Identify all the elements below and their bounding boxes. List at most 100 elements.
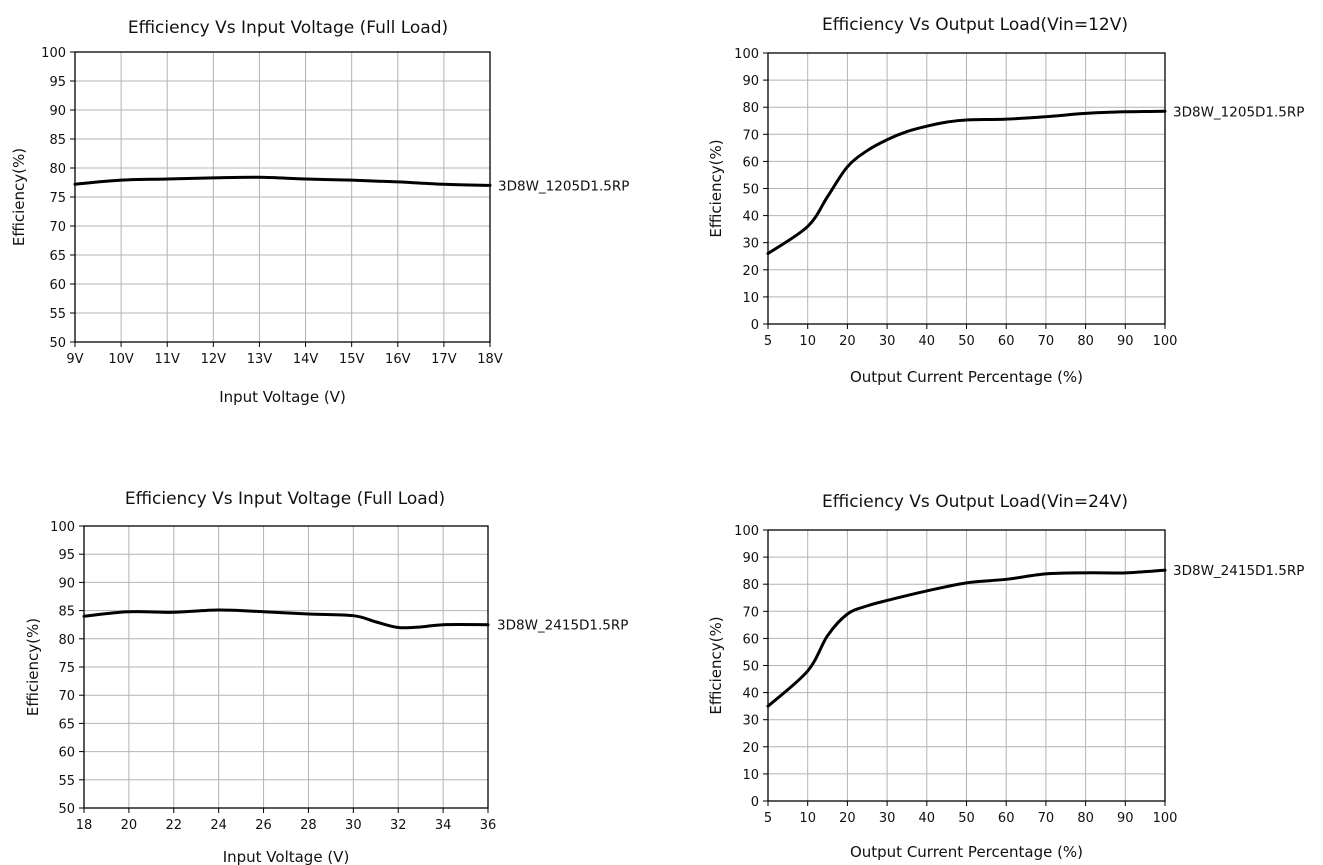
x-tick-label: 36	[480, 818, 497, 833]
x-tick-label: 90	[1117, 334, 1134, 349]
chart-title: Efficiency Vs Input Voltage (Full Load)	[125, 489, 445, 509]
x-tick-label: 70	[1038, 334, 1055, 349]
chart-panel-4: Efficiency Vs Output Load(Vin=24V) 5 10 20 3…	[700, 470, 1323, 865]
x-tick-label: 40	[919, 334, 936, 349]
x-tick-label: 17V	[431, 352, 457, 367]
x-tick-label: 24	[210, 818, 227, 833]
chart-panel-2: Efficiency Vs Output Load(Vin=12V) 5 10 20 3…	[700, 0, 1323, 400]
y-tick-label: 60	[742, 155, 759, 170]
y-tick-label: 0	[751, 795, 759, 810]
y-axis-label: Efficiency(%)	[24, 618, 42, 716]
x-tick-label: 5	[764, 811, 772, 826]
x-tick-label: 80	[1077, 811, 1094, 826]
x-tick-label: 60	[998, 811, 1015, 826]
x-tick-label: 20	[121, 818, 138, 833]
series-line	[73, 175, 492, 187]
y-tick-label: 95	[49, 75, 66, 90]
y-tick-label: 90	[49, 104, 66, 119]
y-tick-label: 100	[41, 46, 66, 61]
x-tick-label: 20	[839, 334, 856, 349]
y-tick-label: 10	[742, 291, 759, 306]
chart-panel-1: Efficiency Vs Input Voltage (Full Load) 9…	[0, 0, 690, 410]
x-tick-label: 70	[1038, 811, 1055, 826]
x-tick-label: 30	[879, 811, 896, 826]
x-tick-label: 14V	[293, 352, 319, 367]
x-tick-label: 18V	[477, 352, 503, 367]
x-tick-label: 20	[839, 811, 856, 826]
x-tick-label: 100	[1153, 811, 1178, 826]
y-tick-label: 70	[742, 605, 759, 620]
y-tick-label: 80	[58, 633, 75, 648]
x-tick-label: 18	[76, 818, 93, 833]
plot-frame	[767, 52, 1166, 325]
y-tick-label: 10	[742, 768, 759, 783]
x-tick-label: 10	[799, 334, 816, 349]
series-line	[766, 109, 1167, 256]
x-tick-label: 60	[998, 334, 1015, 349]
x-tick-label: 90	[1117, 811, 1134, 826]
x-tick-label: 50	[958, 334, 975, 349]
y-tick-label: 60	[742, 632, 759, 647]
y-tick-label: 50	[742, 660, 759, 675]
chart-title: Efficiency Vs Output Load(Vin=24V)	[822, 492, 1128, 512]
y-tick-label: 40	[742, 687, 759, 702]
x-tick-label: 40	[919, 811, 936, 826]
chart-panel-3: Efficiency Vs Input Voltage (Full Load) 1…	[0, 470, 690, 865]
y-tick-label: 90	[742, 551, 759, 566]
y-tick-label: 100	[734, 524, 759, 539]
y-tick-label: 30	[742, 714, 759, 729]
x-tick-label: 50	[958, 811, 975, 826]
x-tick-label: 32	[390, 818, 407, 833]
x-tick-label: 100	[1153, 334, 1178, 349]
chart-2: Efficiency Vs Output Load(Vin=12V) 5 10 20 3…	[707, 15, 1304, 386]
series-label: 3D8W_1205D1.5RP	[498, 178, 629, 194]
y-tick-label: 100	[50, 520, 75, 535]
y-tick-label: 70	[742, 128, 759, 143]
x-tick-label: 5	[764, 334, 772, 349]
chart-1: Efficiency Vs Input Voltage (Full Load) 9…	[10, 18, 629, 406]
x-axis-label: Input Voltage (V)	[219, 388, 346, 406]
y-tick-label: 55	[58, 774, 75, 789]
x-tick-label: 28	[300, 818, 317, 833]
y-tick-label: 90	[58, 576, 75, 591]
x-tick-label: 16V	[385, 352, 411, 367]
y-tick-label: 50	[742, 183, 759, 198]
x-axis-label: Input Voltage (V)	[223, 848, 350, 865]
y-tick-label: 75	[58, 661, 75, 676]
x-axis-label: Output Current Percentage (%)	[850, 843, 1083, 861]
x-tick-label: 22	[166, 818, 183, 833]
x-tick-label: 11V	[155, 352, 181, 367]
chart-title: Efficiency Vs Input Voltage (Full Load)	[128, 18, 448, 38]
y-tick-label: 85	[58, 605, 75, 620]
y-tick-label: 80	[49, 162, 66, 177]
x-tick-label: 13V	[247, 352, 273, 367]
y-tick-label: 70	[49, 220, 66, 235]
y-tick-label: 65	[49, 249, 66, 264]
chart-3: Efficiency Vs Input Voltage (Full Load) 1…	[24, 489, 628, 865]
y-tick-label: 90	[742, 74, 759, 89]
y-tick-label: 80	[742, 578, 759, 593]
chart-4: Efficiency Vs Output Load(Vin=24V) 5 10 20 3…	[707, 492, 1304, 861]
y-tick-label: 65	[58, 717, 75, 732]
x-tick-label: 30	[879, 334, 896, 349]
series-label: 3D8W_2415D1.5RP	[1173, 563, 1304, 579]
y-tick-label: 95	[58, 548, 75, 563]
y-tick-label: 40	[742, 210, 759, 225]
y-tick-label: 85	[49, 133, 66, 148]
x-tick-label: 80	[1077, 334, 1094, 349]
y-tick-label: 100	[734, 47, 759, 62]
x-tick-label: 30	[345, 818, 362, 833]
y-tick-label: 50	[49, 336, 66, 351]
y-axis-label: Efficiency(%)	[707, 139, 725, 237]
x-tick-label: 10V	[108, 352, 134, 367]
y-tick-label: 60	[49, 278, 66, 293]
y-axis-label: Efficiency(%)	[707, 616, 725, 714]
x-tick-label: 10	[799, 811, 816, 826]
y-tick-label: 60	[58, 746, 75, 761]
y-tick-label: 0	[751, 318, 759, 333]
y-tick-label: 30	[742, 237, 759, 252]
plot-frame	[83, 525, 489, 809]
series-line	[766, 568, 1167, 708]
chart-title: Efficiency Vs Output Load(Vin=12V)	[822, 15, 1128, 35]
y-tick-label: 20	[742, 264, 759, 279]
